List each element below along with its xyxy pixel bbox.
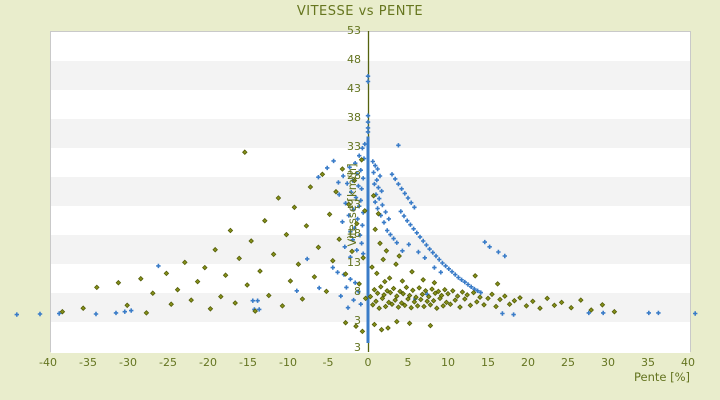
x-tick-label: -10: [279, 356, 297, 369]
x-tick-label: 40: [681, 356, 695, 369]
plot-area: [50, 31, 691, 353]
band-stripe: [51, 177, 690, 206]
band-stripe: [51, 148, 690, 177]
y-tick-label: 18: [347, 227, 361, 240]
band-stripe: [51, 61, 690, 90]
x-tick-label: 20: [521, 356, 535, 369]
band-stripe: [51, 264, 690, 293]
x-tick-label: 25: [561, 356, 575, 369]
x-tick-label: -5: [322, 356, 334, 369]
y-tick-label: 43: [347, 82, 361, 95]
y-tick-label: 3: [354, 314, 361, 327]
y-tick-label: 23: [347, 198, 361, 211]
y-tick-label: 13: [347, 256, 361, 269]
y-tick-label: 33: [347, 140, 361, 153]
band-stripe: [51, 235, 690, 264]
band-stripe: [51, 206, 690, 235]
x-tick-label: -40: [39, 356, 57, 369]
x-tick-label: 35: [641, 356, 655, 369]
x-tick-label: -30: [119, 356, 137, 369]
x-tick-label: -20: [199, 356, 217, 369]
y-tick-label: 8: [354, 285, 361, 298]
chart-title: VITESSE vs PENTE: [296, 4, 424, 19]
x-tick-label: -25: [159, 356, 177, 369]
x-tick-label: -15: [239, 356, 257, 369]
x-tick-label: 15: [481, 356, 495, 369]
scatter-series-vitesse-olive: [59, 149, 618, 335]
y-axis-label: Vitesse [km/h]: [345, 163, 359, 247]
x-tick-label: 10: [441, 356, 455, 369]
y-tick-label: 53: [347, 24, 361, 37]
y-tick-label: 28: [347, 169, 361, 182]
x-tick-label: -35: [79, 356, 97, 369]
y-axis-min-label: 3: [354, 341, 361, 354]
y-tick-label: 48: [347, 53, 361, 66]
x-tick-label: 30: [601, 356, 615, 369]
band-stripe: [51, 90, 690, 119]
x-tick-label: 0: [364, 356, 372, 369]
band-stripe: [51, 32, 690, 61]
x-axis-label: Pente [%]: [633, 370, 690, 384]
band-stripe: [51, 119, 690, 148]
band-stripe: [51, 322, 690, 353]
x-tick-label: 5: [404, 356, 412, 369]
y-tick-label: 38: [347, 111, 361, 124]
